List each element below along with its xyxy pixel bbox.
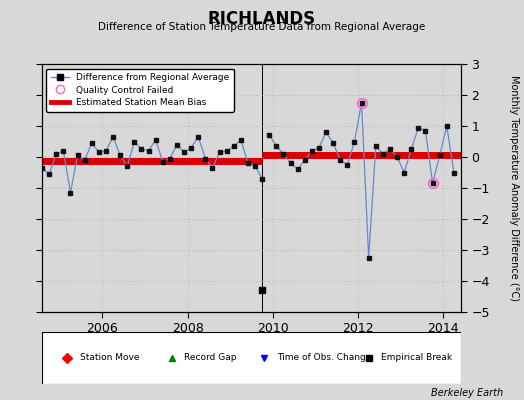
FancyBboxPatch shape — [42, 332, 461, 384]
Text: Time of Obs. Change: Time of Obs. Change — [277, 354, 371, 362]
Text: Station Move: Station Move — [80, 354, 139, 362]
Text: RICHLANDS: RICHLANDS — [208, 10, 316, 28]
Text: Empirical Break: Empirical Break — [381, 354, 453, 362]
Text: Record Gap: Record Gap — [184, 354, 237, 362]
Y-axis label: Monthly Temperature Anomaly Difference (°C): Monthly Temperature Anomaly Difference (… — [509, 75, 519, 301]
Text: Berkeley Earth: Berkeley Earth — [431, 388, 503, 398]
Text: Difference of Station Temperature Data from Regional Average: Difference of Station Temperature Data f… — [99, 22, 425, 32]
Legend: Difference from Regional Average, Quality Control Failed, Estimated Station Mean: Difference from Regional Average, Qualit… — [47, 68, 234, 112]
